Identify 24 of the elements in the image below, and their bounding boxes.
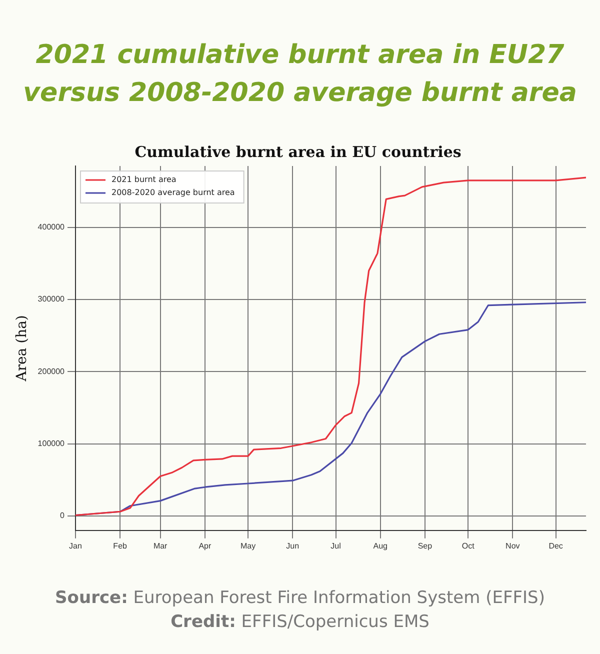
x-tick-label: May [240,541,256,550]
y-tick-label: 100000 [38,439,66,448]
y-tick-label: 200000 [38,366,66,376]
x-tick-label: Aug [373,541,388,550]
x-tick-label: Oct [462,541,476,550]
chart-subtitle: Cumulative burnt area in EU countries [134,142,462,161]
x-tick-label: Apr [198,541,212,550]
text: Credit: EFFIS/Copernicus EMS [170,611,430,634]
x-tick-label: Feb [113,541,128,550]
y-axis-title: Area (ha) [14,315,30,382]
y-tick-label: 0 [60,511,66,520]
y-tick-label: 300000 [38,294,66,304]
x-tick-label: Jan [69,541,82,550]
x-tick-label: Sep [418,541,433,550]
y-tick-label: 400000 [38,222,66,232]
x-tick-label: Nov [506,541,520,550]
chart-title: 2021 cumulative burnt area in EU27 versus 2008-2020 average burnt area [22,39,578,110]
x-tick-label: Dec [548,541,563,550]
x-tick-label: Jun [286,541,300,550]
legend-label: 2008-2020 average burnt area [111,188,235,198]
x-tick-label: Jul [330,541,342,550]
x-tick-label: Mar [153,541,168,550]
source-note: Source: European Forest Fire Information System (EFFIS) [54,587,546,610]
legend-label: 2021 burnt area [111,175,176,184]
